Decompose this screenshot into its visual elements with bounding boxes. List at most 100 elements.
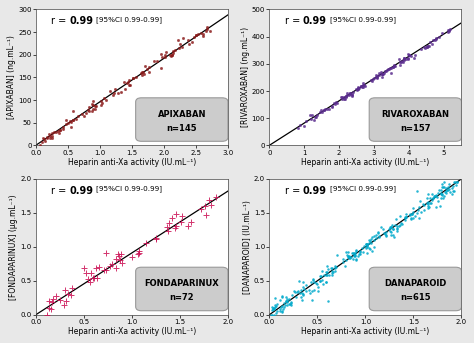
Point (319, 282, 327, 287)
Point (91, 106, 99, 111)
Point (75, 113, 82, 118)
Point (405, 51, 412, 57)
Point (357, 83, 365, 88)
Text: 0.99: 0.99 (69, 16, 93, 26)
X-axis label: Heparin anti-Xa activity (IU.mL⁻¹): Heparin anti-Xa activity (IU.mL⁻¹) (301, 158, 429, 167)
Point (396, 62, 403, 68)
Point (320, 272, 328, 277)
Point (285, 301, 292, 307)
Point (371, 75, 378, 81)
Point (317, 107, 325, 113)
Point (278, 293, 285, 299)
Point (391, 234, 398, 240)
Point (380, 70, 388, 75)
Point (356, 249, 364, 255)
Point (349, 257, 356, 262)
Point (442, 186, 450, 191)
Point (442, 190, 449, 196)
Point (409, 205, 417, 211)
Point (348, 93, 356, 98)
Point (351, 252, 358, 257)
Point (380, 230, 388, 235)
Point (299, 291, 306, 296)
Point (392, 216, 400, 222)
Point (444, 187, 452, 193)
Point (271, 305, 278, 311)
Point (167, 53, 174, 59)
Point (267, 312, 275, 318)
Point (145, 69, 153, 74)
Point (172, 212, 179, 217)
Point (382, 68, 389, 73)
Point (272, 304, 279, 310)
Point (72, 116, 80, 121)
Point (190, 34, 198, 39)
Point (162, 49, 169, 55)
Point (417, 199, 424, 204)
Point (379, 72, 387, 77)
Point (418, 209, 425, 215)
Y-axis label: [RIVAROXABAN] (ng.mL⁻¹): [RIVAROXABAN] (ng.mL⁻¹) (240, 27, 249, 128)
Point (373, 232, 380, 238)
Text: 0.99: 0.99 (303, 16, 327, 26)
Point (164, 224, 171, 229)
Point (117, 251, 124, 257)
FancyBboxPatch shape (136, 98, 228, 141)
Point (387, 232, 394, 237)
Point (67, 124, 75, 129)
Point (123, 80, 131, 86)
Point (355, 85, 362, 91)
Point (391, 222, 399, 228)
Point (415, 205, 422, 210)
Point (283, 297, 291, 302)
Point (152, 235, 160, 241)
Point (375, 235, 383, 240)
Point (311, 114, 319, 119)
Text: [95%CI 0.99-0.99]: [95%CI 0.99-0.99] (96, 16, 162, 23)
Point (328, 265, 336, 271)
Point (361, 243, 368, 248)
Point (386, 224, 394, 229)
Point (428, 191, 436, 197)
Point (314, 288, 321, 294)
Point (318, 110, 326, 115)
Point (378, 71, 386, 77)
Point (328, 268, 336, 274)
Point (431, 37, 438, 43)
Point (135, 250, 143, 256)
Point (396, 59, 404, 64)
Point (45, 131, 53, 137)
Point (134, 252, 142, 257)
Point (270, 305, 277, 310)
Point (312, 280, 320, 286)
Point (437, 187, 444, 193)
Point (425, 204, 432, 210)
Point (387, 230, 394, 235)
Point (282, 298, 290, 304)
Point (374, 73, 381, 79)
Point (312, 114, 319, 119)
Point (90, 106, 97, 111)
Point (424, 203, 431, 209)
Point (445, 187, 453, 192)
Point (402, 56, 410, 62)
Point (313, 281, 320, 286)
Point (109, 92, 117, 98)
Point (207, 202, 215, 208)
Point (446, 181, 453, 187)
Point (397, 59, 405, 64)
Point (408, 215, 415, 221)
Point (276, 306, 284, 312)
Point (395, 224, 403, 229)
Point (317, 109, 324, 114)
Point (184, 37, 192, 43)
Point (374, 74, 381, 80)
Point (361, 83, 368, 89)
Point (448, 191, 456, 197)
Point (400, 57, 408, 62)
Point (413, 188, 420, 193)
Point (169, 49, 177, 54)
Point (383, 67, 391, 73)
Point (424, 43, 431, 49)
Point (332, 264, 340, 270)
